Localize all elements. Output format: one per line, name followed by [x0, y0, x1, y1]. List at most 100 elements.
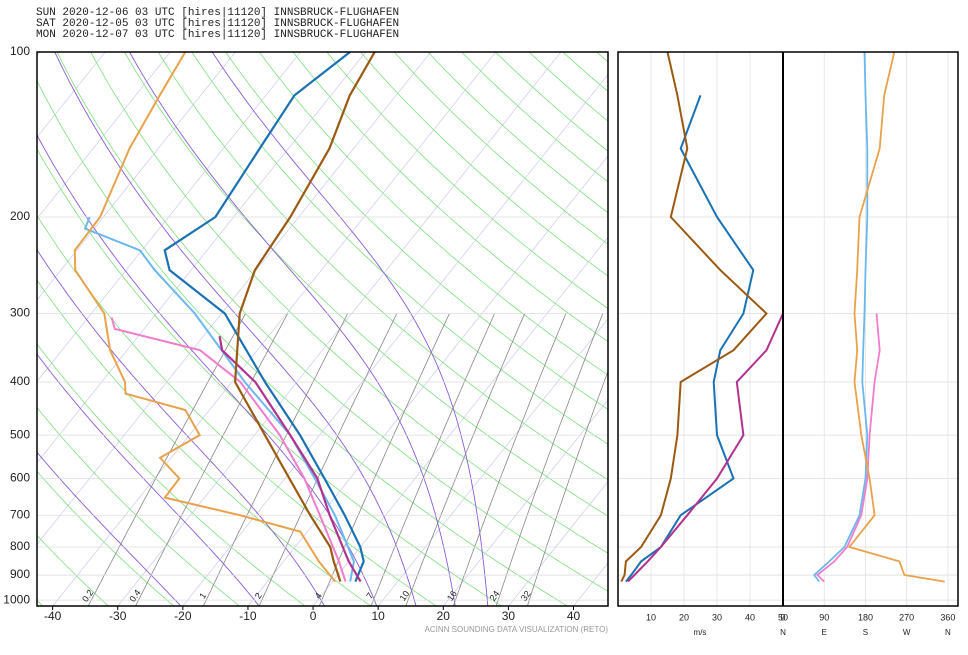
mixing-ratio-label: 0.4	[127, 588, 142, 604]
dry-adiabat	[595, 52, 608, 63]
mixing-ratio-label: 1	[197, 591, 208, 601]
isotherm	[312, 236, 608, 606]
isotherm	[37, 52, 301, 383]
dry-adiabat	[258, 52, 608, 376]
dry-adiabat	[37, 79, 569, 606]
isotherm	[52, 52, 497, 606]
isotherm	[37, 52, 367, 464]
dry-adiabat	[494, 52, 608, 152]
legend-entry: SUN 2020-12-06 03 UTC [hires|11120] INNS…	[36, 7, 399, 19]
compass-label: E	[822, 628, 827, 637]
y-tick-label: 600	[10, 471, 30, 485]
isotherm	[37, 52, 171, 220]
x-tick-label: -20	[174, 609, 192, 623]
mixing-ratio-label: 32	[519, 589, 533, 603]
mixing-ratio-line	[495, 313, 604, 606]
mixing-ratio-line	[258, 313, 398, 606]
isotherm	[37, 52, 41, 57]
dry-adiabat	[37, 279, 372, 606]
wind-direction-line	[812, 52, 869, 583]
wind-speed-panel	[618, 52, 783, 606]
wind-direction-line	[847, 52, 945, 583]
mixing-ratio-label: 4	[313, 591, 324, 601]
dewpoint-line	[110, 317, 347, 582]
isotherm	[37, 52, 106, 138]
dry-adiabat	[191, 52, 608, 445]
x-tick-label: -10	[239, 609, 257, 623]
speed-tick-label: 50	[778, 612, 788, 622]
isotherm	[638, 40, 968, 607]
mixing-ratio-label: 2	[253, 591, 264, 601]
mixing-ratio-line	[87, 313, 246, 606]
direction-tick-label: 0	[780, 612, 785, 622]
dewpoint-line	[73, 52, 336, 583]
moist-adiabat	[54, 52, 417, 606]
dry-adiabat	[56, 52, 608, 592]
moist-adiabat	[37, 249, 326, 606]
profiles	[73, 52, 376, 583]
isotherm	[37, 52, 432, 545]
moist-adiabat	[128, 52, 456, 606]
legend-entry: MON 2020-12-07 03 UTC [hires|11120] INNS…	[36, 29, 399, 41]
dry-adiabat	[225, 52, 608, 410]
isotherm	[37, 52, 236, 301]
direction-tick-label: 360	[940, 612, 955, 622]
compass-label: W	[903, 628, 911, 637]
wind-speed-line	[620, 52, 768, 583]
isotherm	[508, 481, 608, 606]
dry-adiabat	[37, 343, 306, 606]
speed-tick-label: 10	[646, 612, 656, 622]
compass-label: S	[863, 628, 868, 637]
x-tick-label: 30	[502, 609, 516, 623]
moist-adiabat	[37, 451, 182, 606]
x-tick-label: 40	[567, 609, 581, 623]
x-tick-label: -40	[44, 609, 62, 623]
y-tick-label: 500	[10, 427, 30, 441]
speed-tick-label: 40	[745, 612, 755, 622]
mixing-ratio-line	[405, 313, 526, 606]
dewpoint-line	[83, 216, 355, 582]
speed-tick-label: 20	[679, 612, 689, 622]
speed-tick-label: 30	[712, 612, 722, 622]
isotherm	[247, 155, 608, 606]
mixing-ratio-line	[370, 313, 495, 606]
mixing-ratio-label: 16	[445, 589, 459, 603]
background-lines	[37, 40, 968, 607]
isotherm	[377, 318, 608, 606]
isotherm	[182, 73, 608, 606]
mixing-ratio-label: 24	[488, 589, 502, 603]
moist-adiabat	[211, 52, 489, 606]
dry-adiabat	[37, 470, 175, 606]
x-tick-label: -30	[109, 609, 127, 623]
dry-adiabat	[528, 52, 608, 122]
legend-entry: SAT 2020-12-05 03 UTC [hires|11120] INNS…	[36, 18, 399, 30]
x-tick-label: 20	[437, 609, 451, 623]
dry-adiabat	[37, 534, 109, 606]
labels: 0.2 0.4 1 2 4 7 10 16 24 321002003004005006007008…	[3, 7, 955, 637]
mixing-ratio-label: 7	[364, 591, 375, 601]
dry-adiabat	[326, 52, 608, 310]
y-tick-label: 1000	[3, 592, 30, 606]
y-tick-label: 300	[10, 306, 30, 320]
speed-axis-label: m/s	[694, 628, 707, 637]
dry-adiabat	[37, 148, 503, 606]
y-tick-label: 200	[10, 209, 30, 223]
dry-adiabat	[157, 52, 608, 481]
y-tick-label: 800	[10, 539, 30, 553]
dry-adiabat	[292, 52, 608, 343]
dry-adiabat	[461, 52, 608, 183]
direction-tick-label: 180	[858, 612, 873, 622]
mixing-ratio-line	[203, 313, 349, 606]
wind-frame	[617, 51, 959, 607]
wind-direction-line	[816, 313, 881, 583]
y-tick-label: 900	[10, 567, 30, 581]
isotherm	[573, 562, 608, 606]
mixing-ratio-label: 10	[397, 589, 411, 603]
temperature-line	[233, 52, 376, 582]
y-tick-label: 100	[10, 44, 30, 58]
x-tick-label: 10	[371, 609, 385, 623]
dry-adiabat	[359, 52, 608, 277]
direction-tick-label: 90	[819, 612, 829, 622]
wind-direction-panel	[783, 52, 958, 606]
